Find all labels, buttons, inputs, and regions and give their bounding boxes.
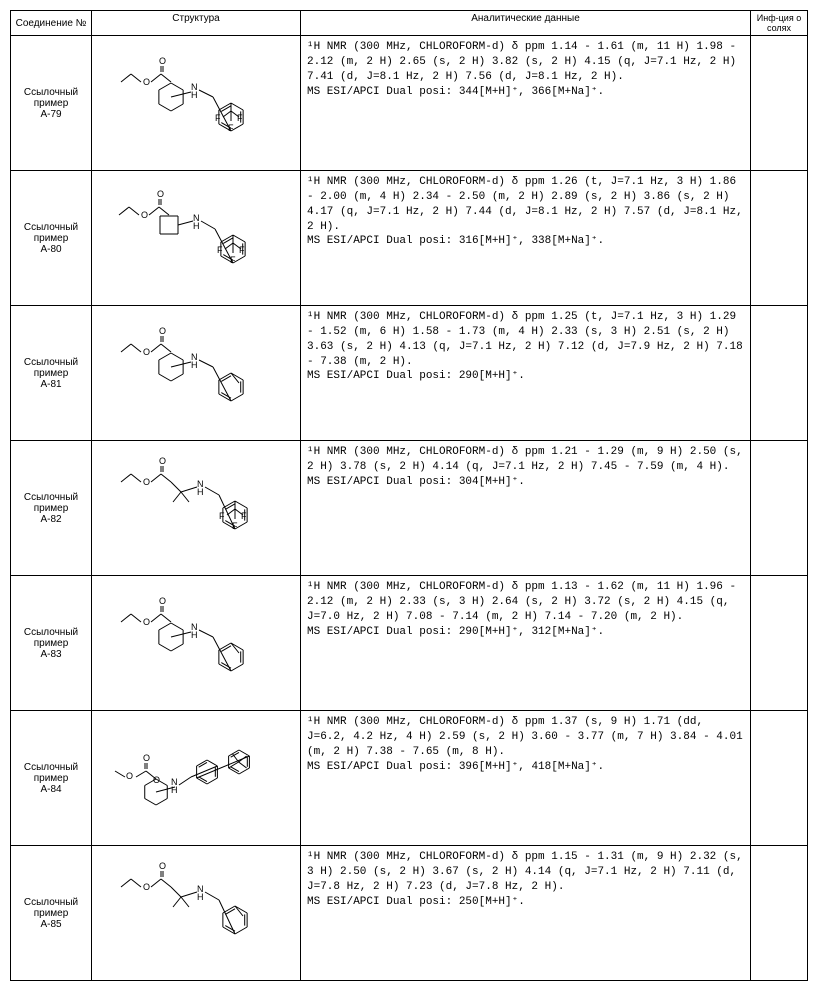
- table-row: Ссылочный примерA-84OOONH¹H NMR (300 MHz…: [11, 711, 808, 846]
- svg-text:F: F: [215, 113, 221, 123]
- compound-table: Соединение № Структура Аналитические дан…: [10, 10, 808, 981]
- header-compound: Соединение №: [11, 11, 92, 36]
- compound-id: A-80: [15, 244, 87, 255]
- svg-text:O: O: [157, 189, 164, 199]
- compound-id: A-81: [15, 379, 87, 390]
- compound-cell: Ссылочный примерA-79: [11, 36, 92, 171]
- compound-cell: Ссылочный примерA-82: [11, 441, 92, 576]
- analytical-cell: ¹H NMR (300 MHz, CHLOROFORM-d) δ ppm 1.1…: [301, 846, 751, 981]
- svg-text:H: H: [193, 221, 200, 231]
- svg-text:F: F: [219, 511, 225, 521]
- header-row: Соединение № Структура Аналитические дан…: [11, 11, 808, 36]
- svg-text:O: O: [143, 347, 150, 357]
- analytical-cell: ¹H NMR (300 MHz, CHLOROFORM-d) δ ppm 1.2…: [301, 171, 751, 306]
- svg-text:O: O: [143, 77, 150, 87]
- structure-cell: OONH: [92, 306, 301, 441]
- svg-text:O: O: [159, 861, 166, 871]
- compound-id: A-79: [15, 109, 87, 120]
- compound-cell: Ссылочный примерA-83: [11, 576, 92, 711]
- structure-cell: OONHFFF: [92, 441, 301, 576]
- compound-label: Ссылочный пример: [15, 357, 87, 379]
- analytical-cell: ¹H NMR (300 MHz, CHLOROFORM-d) δ ppm 1.2…: [301, 306, 751, 441]
- svg-text:H: H: [197, 892, 204, 902]
- svg-text:F: F: [237, 113, 243, 123]
- table-row: Ссылочный примерA-80OONHFFF¹H NMR (300 M…: [11, 171, 808, 306]
- compound-cell: Ссылочный примерA-81: [11, 306, 92, 441]
- svg-text:O: O: [141, 210, 148, 220]
- table-row: Ссылочный примерA-82OONHFFF¹H NMR (300 M…: [11, 441, 808, 576]
- structure-cell: OONH: [92, 576, 301, 711]
- svg-text:F: F: [230, 255, 236, 265]
- compound-label: Ссылочный пример: [15, 897, 87, 919]
- salt-cell: [751, 441, 808, 576]
- svg-text:F: F: [232, 521, 238, 531]
- svg-text:O: O: [159, 326, 166, 336]
- svg-text:O: O: [159, 56, 166, 66]
- svg-text:F: F: [228, 123, 234, 133]
- svg-text:O: O: [143, 617, 150, 627]
- structure-cell: OOONH: [92, 711, 301, 846]
- table-row: Ссылочный примерA-81OONH¹H NMR (300 MHz,…: [11, 306, 808, 441]
- salt-cell: [751, 576, 808, 711]
- structure-cell: OONHFFF: [92, 171, 301, 306]
- compound-label: Ссылочный пример: [15, 222, 87, 244]
- analytical-cell: ¹H NMR (300 MHz, CHLOROFORM-d) δ ppm 1.1…: [301, 576, 751, 711]
- svg-text:O: O: [159, 596, 166, 606]
- compound-cell: Ссылочный примерA-84: [11, 711, 92, 846]
- svg-text:F: F: [239, 245, 245, 255]
- compound-id: A-82: [15, 514, 87, 525]
- svg-text:F: F: [217, 245, 223, 255]
- salt-cell: [751, 171, 808, 306]
- structure-cell: OONHFFF: [92, 36, 301, 171]
- salt-cell: [751, 306, 808, 441]
- analytical-cell: ¹H NMR (300 MHz, CHLOROFORM-d) δ ppm 1.2…: [301, 441, 751, 576]
- table-row: Ссылочный примерA-85OONH¹H NMR (300 MHz,…: [11, 846, 808, 981]
- compound-label: Ссылочный пример: [15, 492, 87, 514]
- svg-text:H: H: [191, 630, 198, 640]
- svg-text:H: H: [171, 785, 178, 795]
- svg-text:O: O: [126, 771, 133, 781]
- compound-id: A-85: [15, 919, 87, 930]
- structure-cell: OONH: [92, 846, 301, 981]
- compound-label: Ссылочный пример: [15, 87, 87, 109]
- analytical-cell: ¹H NMR (300 MHz, CHLOROFORM-d) δ ppm 1.1…: [301, 36, 751, 171]
- analytical-cell: ¹H NMR (300 MHz, CHLOROFORM-d) δ ppm 1.3…: [301, 711, 751, 846]
- svg-text:H: H: [191, 90, 198, 100]
- header-salt: Инф-ция о солях: [751, 11, 808, 36]
- compound-cell: Ссылочный примерA-80: [11, 171, 92, 306]
- svg-text:H: H: [191, 360, 198, 370]
- svg-text:O: O: [143, 882, 150, 892]
- salt-cell: [751, 711, 808, 846]
- compound-id: A-83: [15, 649, 87, 660]
- header-structure: Структура: [92, 11, 301, 36]
- svg-text:O: O: [143, 477, 150, 487]
- header-data: Аналитические данные: [301, 11, 751, 36]
- compound-label: Ссылочный пример: [15, 762, 87, 784]
- compound-cell: Ссылочный примерA-85: [11, 846, 92, 981]
- svg-text:H: H: [197, 487, 204, 497]
- salt-cell: [751, 36, 808, 171]
- svg-text:O: O: [159, 456, 166, 466]
- compound-id: A-84: [15, 784, 87, 795]
- compound-label: Ссылочный пример: [15, 627, 87, 649]
- svg-text:O: O: [153, 775, 160, 785]
- table-row: Ссылочный примерA-79OONHFFF¹H NMR (300 M…: [11, 36, 808, 171]
- svg-text:O: O: [143, 753, 150, 763]
- salt-cell: [751, 846, 808, 981]
- svg-text:F: F: [241, 511, 247, 521]
- table-row: Ссылочный примерA-83OONH¹H NMR (300 MHz,…: [11, 576, 808, 711]
